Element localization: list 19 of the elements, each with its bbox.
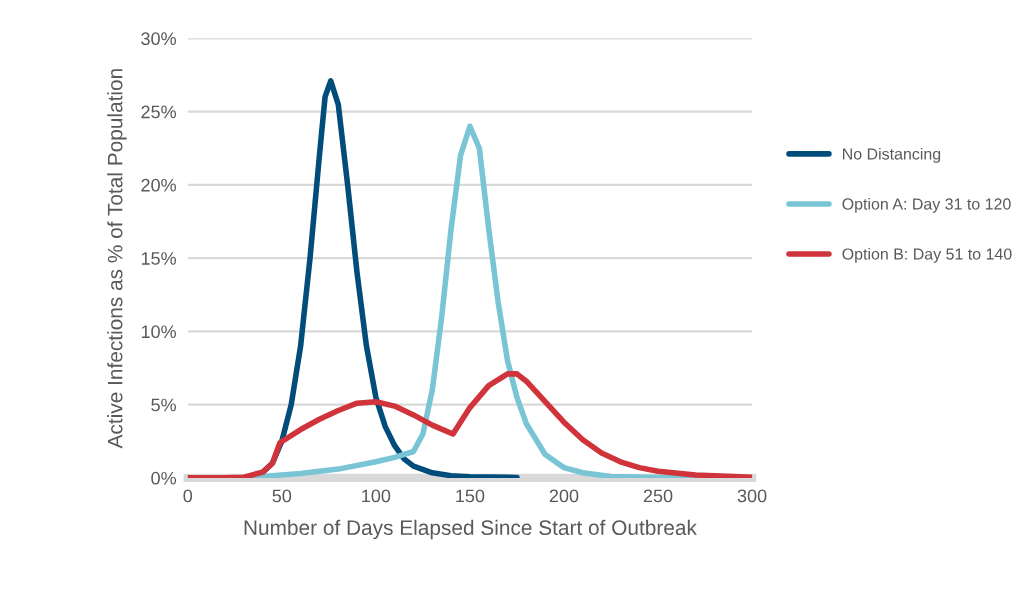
x-tick-label: 0 [183, 489, 193, 503]
x-tick-label: 150 [456, 489, 485, 503]
y-tick-label: 30% [141, 32, 177, 46]
x-tick-label: 200 [549, 489, 579, 503]
legend-label: Option B: Day 51 to 140 [842, 247, 1012, 263]
y-axis-title: Active Infections as % of Total Population [107, 69, 127, 449]
legend-label: Option A: Day 31 to 120 [842, 197, 1011, 213]
x-axis-title: Number of Days Elapsed Since Start of Outbreak [244, 519, 697, 540]
y-tick-label: 25% [141, 105, 177, 119]
legend-label: No Distancing [843, 147, 941, 163]
x-tick-label: 250 [643, 489, 673, 503]
y-tick-label: 15% [141, 252, 177, 265]
x-tick-label: 300 [737, 489, 767, 503]
y-tick-label: 10% [141, 325, 177, 339]
y-tick-label: 0% [151, 471, 176, 485]
y-tick-label: 5% [151, 398, 176, 412]
y-tick-label: 20% [141, 178, 177, 192]
x-tick-label: 50 [272, 489, 292, 503]
x-tick-label: 100 [362, 489, 391, 503]
